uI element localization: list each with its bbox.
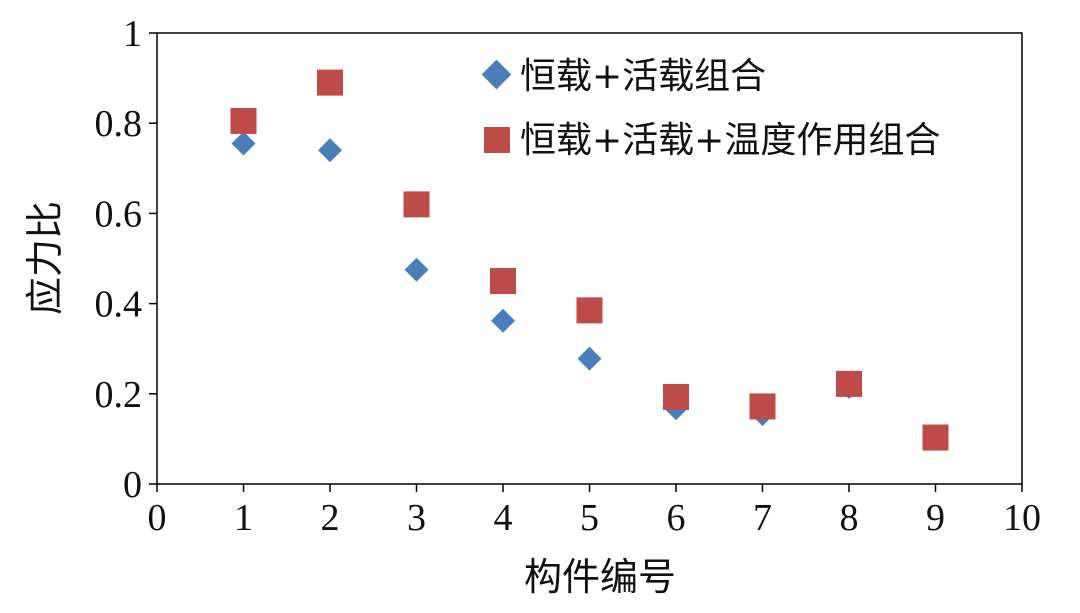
legend-item-combo1: 恒载+活载组合 <box>481 56 766 97</box>
diamond-point <box>318 138 342 163</box>
legend: 恒载+活载组合 恒载+活载+温度作用组合 <box>481 56 940 161</box>
x-tick-label: 9 <box>926 497 945 539</box>
x-tick-label: 6 <box>667 497 686 539</box>
square-point <box>749 393 776 420</box>
x-tick-label: 10 <box>1003 497 1041 539</box>
y-tick-label: 0.2 <box>95 374 143 416</box>
square-point <box>836 370 862 397</box>
diamond-point <box>577 346 602 371</box>
legend-label-combo1: 恒载+活载组合 <box>520 56 766 97</box>
square-point <box>490 268 516 295</box>
legend-square-marker <box>484 127 510 153</box>
legend-label-combo2: 恒载+活载+温度作用组合 <box>520 120 940 161</box>
y-axis-title: 应力比 <box>25 201 67 315</box>
square-point <box>576 297 603 324</box>
y-tick-label: 0 <box>123 464 142 506</box>
y-tick-label: 1 <box>123 13 142 55</box>
x-tick-label: 5 <box>580 497 599 539</box>
square-point <box>317 69 343 96</box>
data-series <box>230 69 949 451</box>
x-tick-label: 3 <box>407 497 426 539</box>
y-tick-label: 0.6 <box>95 193 143 235</box>
x-tick-label: 7 <box>753 497 772 539</box>
legend-item-combo2: 恒载+活载+温度作用组合 <box>484 120 940 161</box>
square-point <box>922 424 949 451</box>
legend-diamond-marker <box>481 59 512 90</box>
square-point <box>403 191 430 218</box>
x-tick-label: 1 <box>234 497 253 539</box>
square-point <box>230 107 257 134</box>
diamond-point <box>231 131 256 156</box>
y-tick-label: 0.4 <box>95 284 143 326</box>
square-point <box>663 383 689 410</box>
diamond-point <box>491 308 515 333</box>
series-2 <box>230 69 949 451</box>
x-tick-label: 4 <box>494 497 513 539</box>
x-tick-label: 8 <box>840 497 859 539</box>
x-tick-label: 2 <box>321 497 340 539</box>
diamond-point <box>404 257 429 282</box>
x-axis-ticks: 0 1 2 3 4 5 6 7 8 9 10 <box>148 484 1041 539</box>
x-tick-label: 0 <box>148 497 167 539</box>
x-axis-title: 构件编号 <box>524 557 676 599</box>
y-axis-ticks: 0 0.2 0.4 0.6 0.8 1 <box>95 13 157 506</box>
y-tick-label: 0.8 <box>95 103 143 145</box>
